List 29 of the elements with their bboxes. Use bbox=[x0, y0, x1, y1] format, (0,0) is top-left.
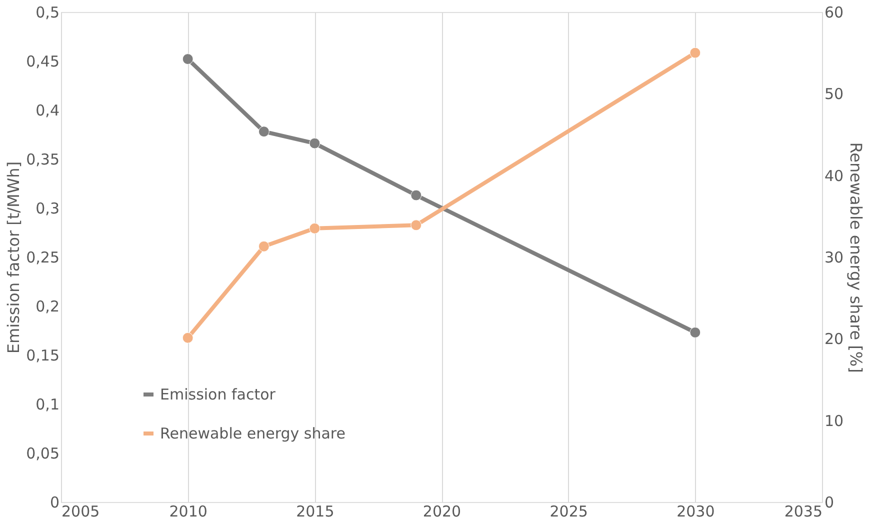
y-tick-label: 0,3 bbox=[36, 200, 60, 218]
y2-tick-label: 30 bbox=[824, 248, 844, 266]
y-axis-title: Emission factor [t/MWh] bbox=[4, 161, 24, 354]
y-tick-label: 0 bbox=[50, 494, 60, 512]
y-tick-label: 0,5 bbox=[36, 4, 60, 22]
y-tick-label: 0,25 bbox=[26, 248, 60, 266]
y-tick-label: 0,2 bbox=[36, 298, 60, 316]
y-tick-label: 0,35 bbox=[26, 150, 60, 168]
x-tick-label: 2025 bbox=[550, 502, 588, 520]
legend-label: Renewable energy share bbox=[160, 424, 346, 442]
y2-tick-label: 0 bbox=[824, 494, 834, 512]
x-tick-label: 2030 bbox=[676, 502, 715, 520]
x-tick-label: 2010 bbox=[169, 502, 208, 520]
y2-tick-label: 60 bbox=[824, 4, 844, 22]
y-tick-label: 0,05 bbox=[26, 444, 60, 462]
y-tick-label: 0,15 bbox=[26, 346, 60, 364]
x-tick-label: 2005 bbox=[62, 502, 100, 520]
y-tick-label: 0,4 bbox=[36, 102, 60, 120]
y2-tick-label: 20 bbox=[824, 330, 844, 348]
legend-label: Emission factor bbox=[160, 386, 276, 404]
x-tick-label: 2035 bbox=[784, 502, 822, 520]
y2-tick-label: 10 bbox=[824, 412, 844, 430]
x-tick-label: 2015 bbox=[296, 502, 334, 520]
y2-axis-title: Renewable energy share [%] bbox=[846, 142, 866, 373]
y2-tick-label: 50 bbox=[824, 85, 844, 104]
x-tick-label: 2020 bbox=[422, 502, 462, 520]
y-tick-label: 0,1 bbox=[36, 396, 60, 414]
y2-tick-label: 40 bbox=[824, 166, 844, 185]
y-tick-label: 0,45 bbox=[26, 52, 60, 70]
